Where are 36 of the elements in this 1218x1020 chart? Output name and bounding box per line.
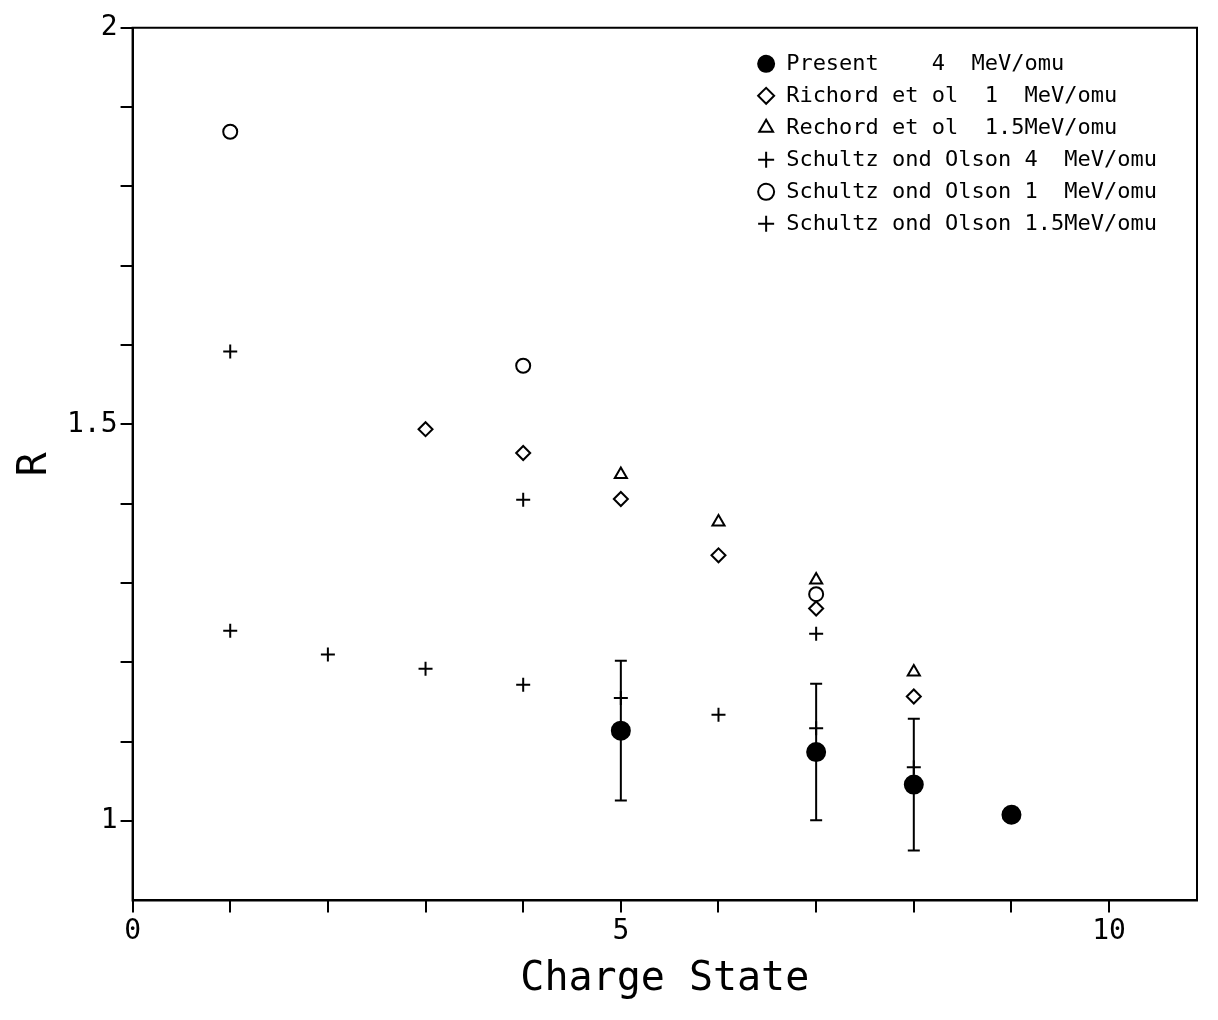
x-tick-label: 0 — [124, 913, 141, 947]
point — [711, 514, 726, 527]
legend-label: Schultz ond Olson 1 MeV/omu — [786, 177, 1158, 203]
point — [222, 343, 239, 360]
legend-label: Present 4 MeV/omu — [786, 49, 1065, 75]
y-tick-label: 1 — [100, 802, 118, 836]
point — [319, 646, 336, 663]
x-axis-title: Charge State — [520, 953, 810, 1000]
point — [515, 357, 532, 374]
point — [809, 571, 824, 585]
point — [808, 600, 825, 617]
y-tick-label: 1.5 — [66, 405, 118, 439]
legend-label: Richord et ol 1 MeV/omu — [786, 81, 1118, 107]
point — [515, 444, 532, 461]
x-tick-label: 5 — [612, 913, 630, 947]
point — [906, 663, 921, 677]
point — [222, 123, 239, 140]
point — [613, 466, 628, 479]
legend-label: Schultz ond Olson 4 MeV/omu — [786, 145, 1158, 171]
point — [612, 491, 629, 507]
point — [808, 625, 825, 642]
point — [417, 660, 434, 677]
x-tick-label: 10 — [1092, 913, 1126, 947]
point — [222, 622, 239, 639]
point — [515, 676, 532, 693]
point — [808, 586, 825, 603]
point — [417, 421, 434, 438]
legend-label: Schultz ond Olson 1.5MeV/omu — [786, 209, 1158, 235]
point — [515, 491, 532, 508]
point — [710, 547, 727, 564]
point — [1001, 804, 1022, 825]
y-tick-label: 2 — [100, 9, 118, 43]
point — [710, 706, 727, 723]
legend-label: Rechord et ol 1.5MeV/omu — [786, 113, 1118, 139]
y-axis-title: R — [9, 451, 56, 477]
point — [905, 688, 922, 705]
